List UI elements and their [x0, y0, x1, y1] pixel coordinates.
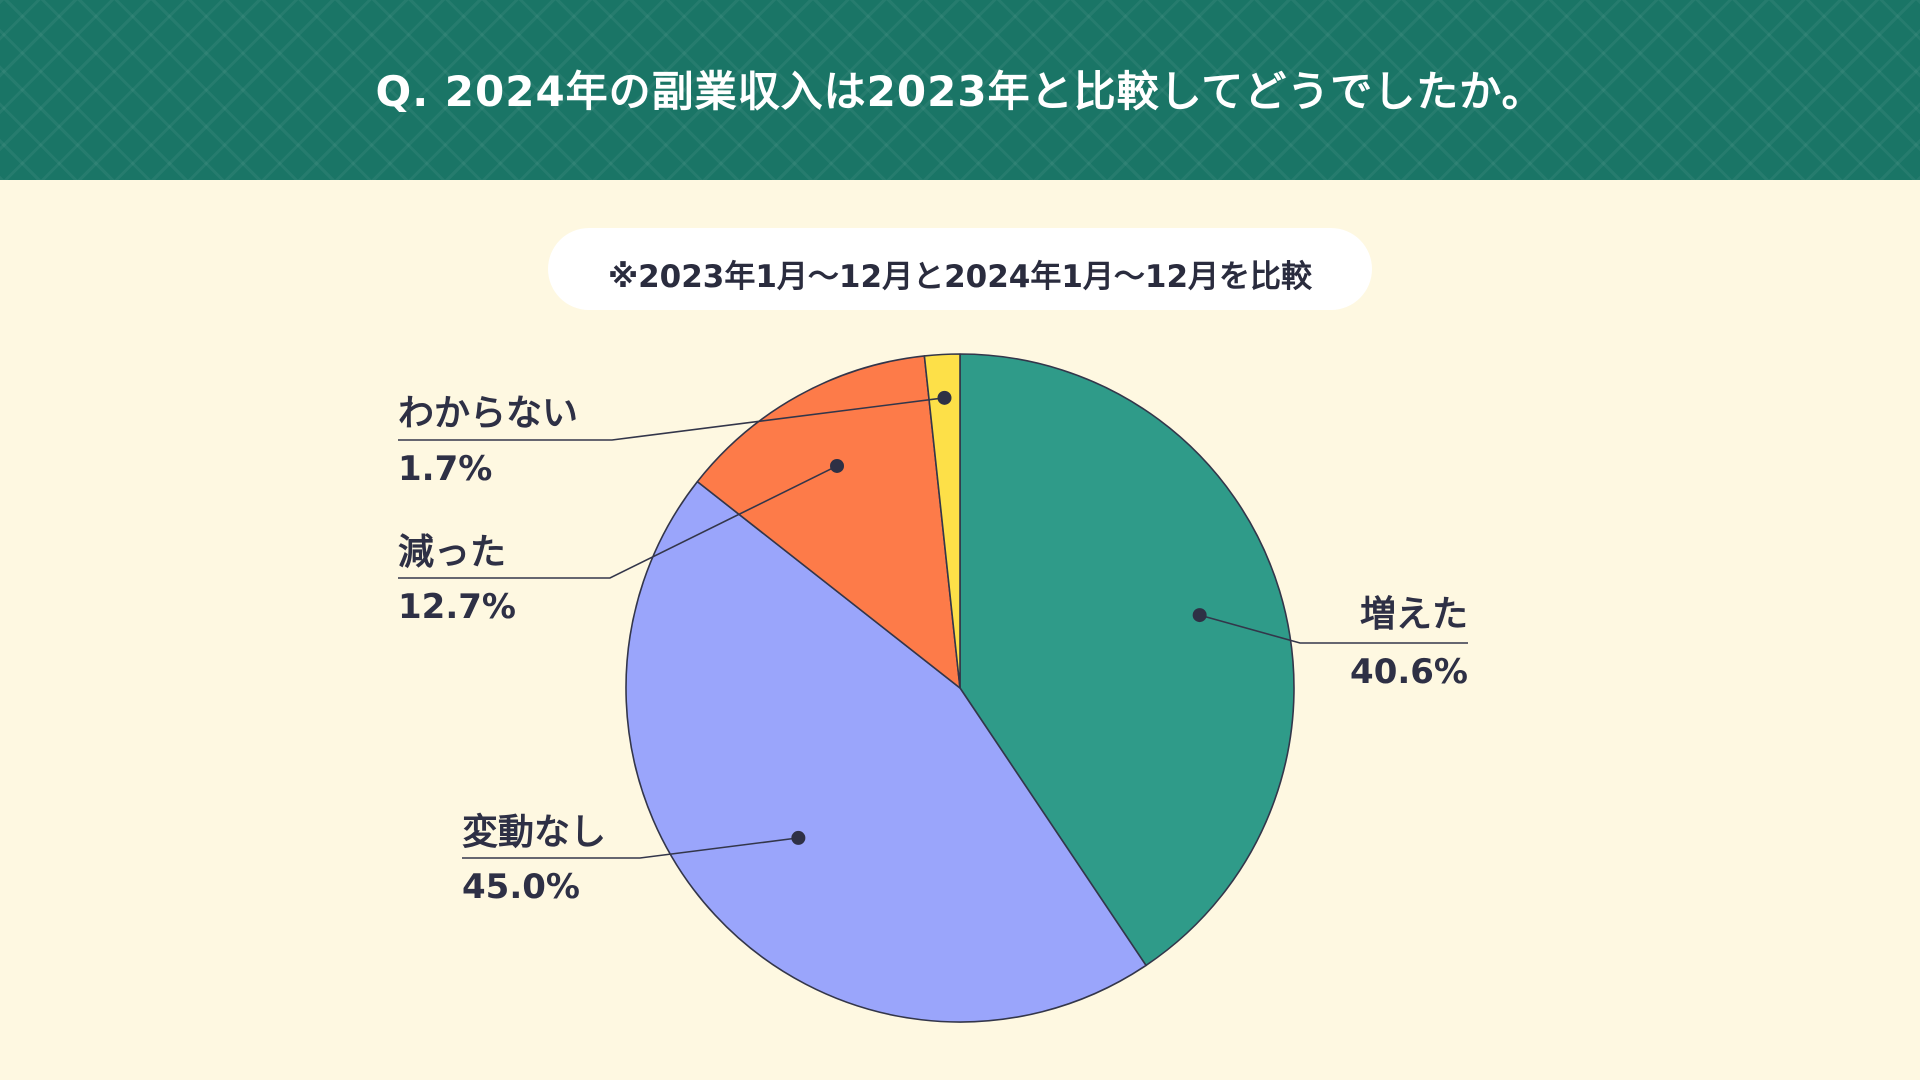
label-unknown: わからない: [398, 393, 578, 434]
leader-dot-increased: [1192, 608, 1207, 623]
leader-dot-no-change: [791, 830, 806, 845]
pie-slice-increased: [959, 353, 1295, 967]
pie-slice-unknown: [923, 353, 961, 689]
leader-dot-unknown: [937, 390, 952, 405]
pie-slices: [625, 353, 1295, 1023]
value-no-change: 45.0%: [462, 867, 580, 907]
value-unknown: 1.7%: [398, 449, 492, 489]
page-title: Q. 2024年の副業収入は2023年と比較してどうでしたか。: [375, 67, 1545, 116]
label-increased: 増えた: [1360, 594, 1468, 635]
label-decreased: 減った: [398, 532, 506, 573]
pie-slice-decreased: [696, 355, 961, 689]
leader-line-no-change: [462, 837, 799, 859]
leader-line-increased: [1199, 614, 1468, 644]
pie-slice-no-change: [625, 480, 1147, 1023]
leader-dot-decreased: [830, 458, 845, 473]
value-increased: 40.6%: [1350, 652, 1468, 692]
leader-line-decreased: [398, 465, 838, 579]
slice-labels: 増えた 40.6% 変動なし 45.0% 減った 12.7% わからない 1.7…: [398, 393, 1468, 907]
value-decreased: 12.7%: [398, 587, 516, 627]
subtitle-note: ※2023年1月～12月と2024年1月～12月を比較: [607, 259, 1313, 295]
subtitle-pill: ※2023年1月～12月と2024年1月～12月を比較: [548, 228, 1372, 310]
label-no-change: 変動なし: [462, 811, 606, 853]
leader-lines: [398, 390, 1468, 859]
leader-line-unknown: [398, 397, 945, 441]
header-banner: Q. 2024年の副業収入は2023年と比較してどうでしたか。: [0, 0, 1920, 180]
